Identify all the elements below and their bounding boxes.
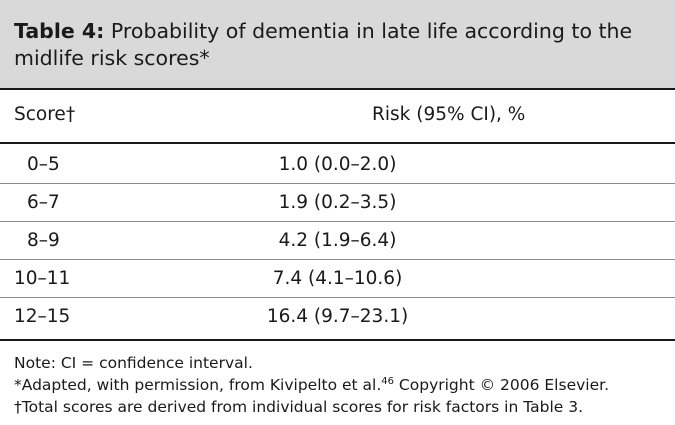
row-divider bbox=[0, 221, 675, 222]
top-rule bbox=[0, 88, 675, 90]
risk-cell: 1.0 (0.0–2.0) bbox=[278, 154, 397, 175]
column-header-score: Score† bbox=[14, 104, 76, 125]
score-cell: 8–9 bbox=[27, 230, 60, 251]
row-divider bbox=[0, 297, 675, 298]
row-divider bbox=[0, 183, 675, 184]
column-header-row: Score† Risk (95% CI), % bbox=[0, 90, 675, 142]
risk-cell: 7.4 (4.1–10.6) bbox=[272, 268, 403, 289]
row-divider bbox=[0, 259, 675, 260]
table-footnotes: Note: CI = confidence interval. *Adapted… bbox=[14, 352, 609, 418]
table-row: 10–11 7.4 (4.1–10.6) bbox=[0, 260, 675, 296]
table-label: Table 4: bbox=[14, 19, 105, 43]
bottom-rule bbox=[0, 339, 675, 341]
table-row: 0–5 1.0 (0.0–2.0) bbox=[0, 146, 675, 182]
table-row: 6–7 1.9 (0.2–3.5) bbox=[0, 184, 675, 220]
header-rule bbox=[0, 142, 675, 144]
caption-title-part-2: midlife risk scores* bbox=[14, 46, 210, 70]
reference-number: 46 bbox=[381, 376, 394, 387]
footnote-adapted-text: *Adapted, with permission, from Kivipelt… bbox=[14, 376, 382, 394]
column-header-risk: Risk (95% CI), % bbox=[372, 104, 526, 125]
score-cell: 10–11 bbox=[14, 268, 71, 289]
caption-title-part-1: Probability of dementia in late life acc… bbox=[110, 19, 633, 43]
risk-cell: 4.2 (1.9–6.4) bbox=[278, 230, 397, 251]
table-caption: Table 4: Probability of dementia in late… bbox=[0, 0, 675, 88]
risk-cell: 16.4 (9.7–23.1) bbox=[266, 306, 409, 327]
table-row: 12–15 16.4 (9.7–23.1) bbox=[0, 298, 675, 334]
footnote-adapted: *Adapted, with permission, from Kivipelt… bbox=[14, 374, 609, 396]
footnote-note: Note: CI = confidence interval. bbox=[14, 354, 253, 372]
table-row: 8–9 4.2 (1.9–6.4) bbox=[0, 222, 675, 258]
score-cell: 6–7 bbox=[27, 192, 60, 213]
score-cell: 12–15 bbox=[14, 306, 71, 327]
risk-cell: 1.9 (0.2–3.5) bbox=[278, 192, 397, 213]
footnote-copyright: Copyright © 2006 Elsevier. bbox=[394, 376, 609, 394]
score-cell: 0–5 bbox=[27, 154, 60, 175]
caption-line-1: Table 4: Probability of dementia in late… bbox=[14, 18, 661, 45]
footnote-dagger: †Total scores are derived from individua… bbox=[14, 398, 584, 416]
